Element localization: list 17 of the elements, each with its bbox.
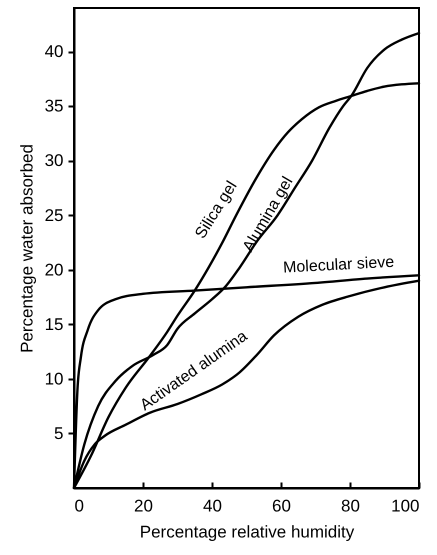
x-axis-title: Percentage relative humidity — [140, 522, 355, 542]
x-tick-label: 100 — [391, 496, 420, 516]
y-tick-label: 20 — [44, 260, 64, 280]
y-tick-label: 35 — [44, 96, 64, 116]
x-tick-label: 0 — [74, 496, 84, 516]
y-tick-label: 15 — [44, 314, 64, 334]
y-tick-label: 40 — [44, 42, 64, 62]
series-label: Molecular sieve — [282, 254, 395, 277]
y-axis-title: Percentage water absorbed — [18, 144, 37, 353]
y-tick-label: 25 — [44, 206, 64, 225]
x-tick-label: 40 — [203, 496, 222, 516]
x-tick-label: 60 — [272, 496, 291, 516]
x-tick-label: 80 — [341, 496, 360, 516]
y-tick-label: 5 — [54, 424, 64, 443]
y-tick-label: 30 — [44, 151, 64, 170]
x-tick-label: 20 — [134, 496, 153, 516]
y-tick-label: 10 — [44, 369, 64, 388]
